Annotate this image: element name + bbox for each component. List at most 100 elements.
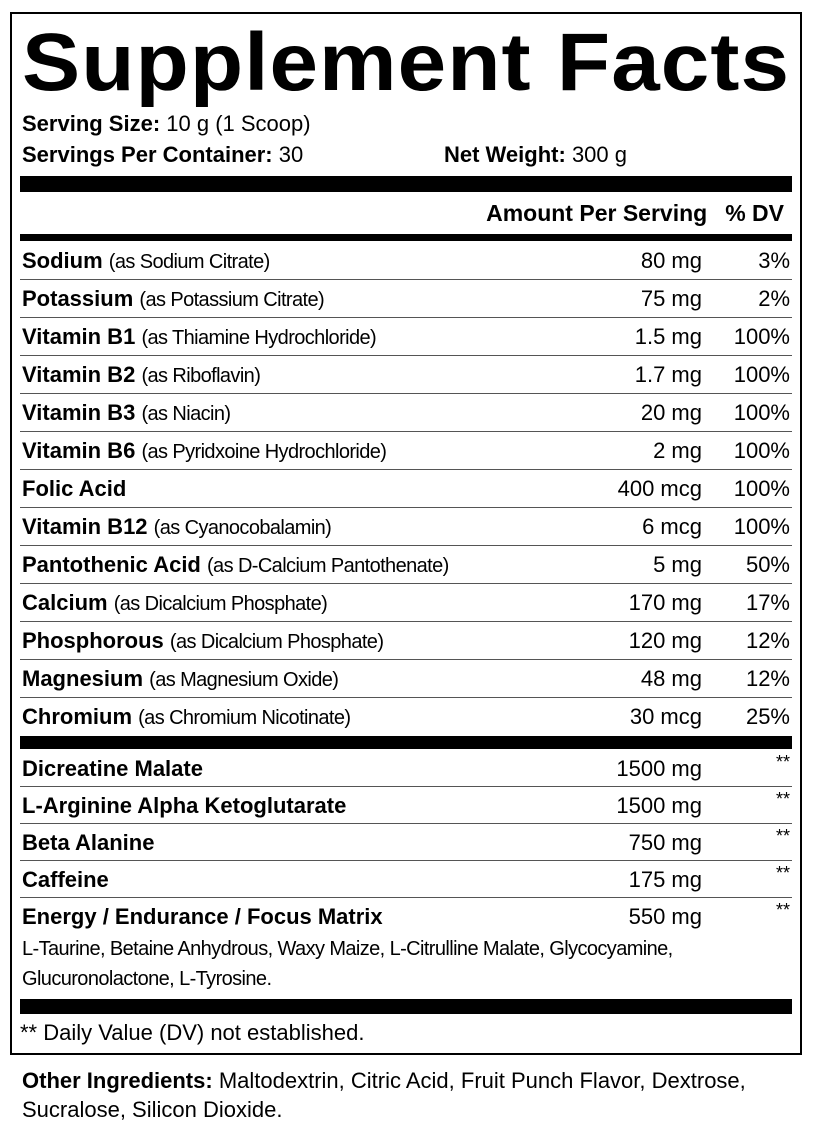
active-name: Dicreatine Malate: [22, 756, 203, 781]
active-dv: **: [775, 826, 790, 846]
active-name: L-Arginine Alpha Ketoglutarate: [22, 793, 347, 818]
nutrient-source: (as Dicalcium Phosphate): [113, 593, 328, 615]
nutrient-row: Vitamin B12 (as Cyanocobalamin) 6 mcg 100%: [20, 508, 792, 546]
nutrient-source: (as Dicalcium Phosphate): [169, 631, 384, 653]
active-amount: 750 mg: [628, 830, 702, 855]
nutrient-dv: 25%: [745, 704, 790, 729]
nutrient-dv: 100%: [733, 438, 790, 463]
nutrient-name-cell: Phosphorous (as Dicalcium Phosphate): [22, 628, 384, 654]
active-row: L-Arginine Alpha Ketoglutarate 1500 mg **: [20, 787, 792, 824]
active-row: Energy / Endurance / Focus Matrix 550 mg *…: [20, 898, 792, 935]
active-dv: **: [775, 789, 790, 809]
nutrient-name: Potassium: [22, 286, 134, 311]
nutrient-name-cell: Potassium (as Potassium Citrate): [22, 286, 325, 312]
dv-header: % DV: [725, 200, 784, 226]
nutrient-amount: 2 mg: [653, 438, 702, 463]
nutrient-amount: 48 mg: [640, 666, 702, 691]
nutrient-row: Potassium (as Potassium Citrate) 75 mg 2%: [20, 280, 792, 318]
active-name: Energy / Endurance / Focus Matrix: [22, 904, 383, 929]
nutrient-name-cell: Chromium (as Chromium Nicotinate): [22, 704, 351, 730]
net-weight: Net Weight: 300 g: [444, 142, 627, 168]
nutrient-name: Folic Acid: [22, 476, 127, 501]
nutrient-source: (as Pyridxoine Hydrochloride): [141, 441, 387, 463]
nutrient-row: Vitamin B1 (as Thiamine Hydrochloride) 1.…: [20, 318, 792, 356]
nutrient-source: (as D-Calcium Pantothenate): [207, 555, 449, 577]
nutrient-source: (as Riboflavin): [141, 365, 261, 387]
other-ingredients: Other Ingredients: Maltodextrin, Citric …: [22, 1066, 782, 1124]
nutrient-amount: 120 mg: [628, 628, 702, 653]
active-name-cell: Dicreatine Malate: [22, 756, 203, 782]
medium-divider: [20, 234, 792, 241]
nutrient-name: Calcium: [22, 590, 108, 615]
nutrient-source: (as Chromium Nicotinate): [138, 707, 351, 729]
nutrient-row: Calcium (as Dicalcium Phosphate) 170 mg 17…: [20, 584, 792, 622]
net-weight-value: 300 g: [571, 142, 627, 167]
servings-per-container: Servings Per Container: 30: [22, 142, 303, 168]
nutrient-amount: 1.7 mg: [634, 362, 702, 387]
nutrient-name-cell: Folic Acid: [22, 476, 126, 502]
nutrient-amount: 5 mg: [653, 552, 702, 577]
active-amount: 1500 mg: [616, 756, 702, 781]
matrix-description: L-Taurine, Betaine Anhydrous, Waxy Maize…: [22, 938, 673, 990]
nutrient-dv: 17%: [745, 590, 790, 615]
nutrient-dv: 100%: [733, 514, 790, 539]
nutrient-amount: 400 mcg: [617, 476, 702, 501]
serving-size: Serving Size: 10 g (1 Scoop): [22, 111, 311, 137]
nutrient-row: Pantothenic Acid (as D-Calcium Pantothen…: [20, 546, 792, 584]
active-dv: **: [775, 900, 790, 920]
nutrient-dv: 12%: [745, 628, 790, 653]
nutrient-amount: 80 mg: [640, 248, 702, 273]
panel-title: Supplement Facts: [22, 17, 791, 108]
serving-size-value: 10 g (1 Scoop): [166, 111, 311, 136]
nutrient-name-cell: Magnesium (as Magnesium Oxide): [22, 666, 339, 692]
footnote: ** Daily Value (DV) not established.: [20, 1020, 365, 1045]
active-amount: 1500 mg: [616, 793, 702, 818]
nutrient-dv: 100%: [733, 400, 790, 425]
nutrient-source: (as Thiamine Hydrochloride): [141, 327, 377, 349]
other-ingredients-text: Maltodextrin, Citric Acid, Fruit Punch F…: [22, 1068, 746, 1122]
nutrient-dv: 50%: [745, 552, 790, 577]
nutrient-dv: 100%: [733, 362, 790, 387]
nutrient-amount: 20 mg: [640, 400, 702, 425]
active-name: Beta Alanine: [22, 830, 155, 855]
nutrient-row: Folic Acid 400 mcg 100%: [20, 470, 792, 508]
active-name-cell: Beta Alanine: [22, 830, 154, 856]
nutrient-source: (as Magnesium Oxide): [149, 669, 339, 691]
column-header: Amount Per Serving % DV: [468, 200, 784, 227]
nutrient-name: Magnesium: [22, 666, 144, 691]
nutrient-source: (as Sodium Citrate): [108, 251, 270, 273]
nutrient-name-cell: Calcium (as Dicalcium Phosphate): [22, 590, 328, 616]
net-weight-label: Net Weight:: [444, 142, 566, 167]
thick-divider: [20, 176, 792, 192]
nutrient-source: (as Niacin): [141, 403, 231, 425]
servings-per-container-value: 30: [278, 142, 304, 167]
nutrient-name: Vitamin B2: [22, 362, 136, 387]
servings-per-container-label: Servings Per Container:: [22, 142, 273, 167]
active-amount: 175 mg: [628, 867, 702, 892]
nutrient-dv: 100%: [733, 476, 790, 501]
other-ingredients-label: Other Ingredients:: [22, 1068, 213, 1093]
nutrient-source: (as Potassium Citrate): [139, 289, 325, 311]
active-name-cell: Caffeine: [22, 867, 109, 893]
nutrient-dv: 100%: [733, 324, 790, 349]
nutrient-amount: 30 mcg: [629, 704, 702, 729]
nutrient-name-cell: Pantothenic Acid (as D-Calcium Pantothen…: [22, 552, 449, 578]
nutrient-row: Chromium (as Chromium Nicotinate) 30 mcg 2…: [20, 698, 792, 736]
nutrient-name: Vitamin B12: [22, 514, 148, 539]
nutrient-amount: 6 mcg: [642, 514, 702, 539]
active-amount: 550 mg: [628, 904, 702, 929]
serving-size-label: Serving Size:: [22, 111, 161, 136]
active-row: Dicreatine Malate 1500 mg **: [20, 750, 792, 787]
thick-divider: [20, 736, 792, 749]
active-dv: **: [775, 752, 790, 772]
thick-divider: [20, 999, 792, 1014]
nutrient-dv: 2%: [758, 286, 790, 311]
nutrient-amount: 75 mg: [640, 286, 702, 311]
nutrient-name: Vitamin B6: [22, 438, 136, 463]
nutrient-name-cell: Sodium (as Sodium Citrate): [22, 248, 270, 274]
supplement-facts-panel: Supplement Facts Serving Size: 10 g (1 S…: [10, 12, 802, 1055]
nutrient-name-cell: Vitamin B2 (as Riboflavin): [22, 362, 261, 388]
nutrient-row: Vitamin B2 (as Riboflavin) 1.7 mg 100%: [20, 356, 792, 394]
nutrient-name: Phosphorous: [22, 628, 164, 653]
nutrient-name: Sodium: [22, 248, 103, 273]
